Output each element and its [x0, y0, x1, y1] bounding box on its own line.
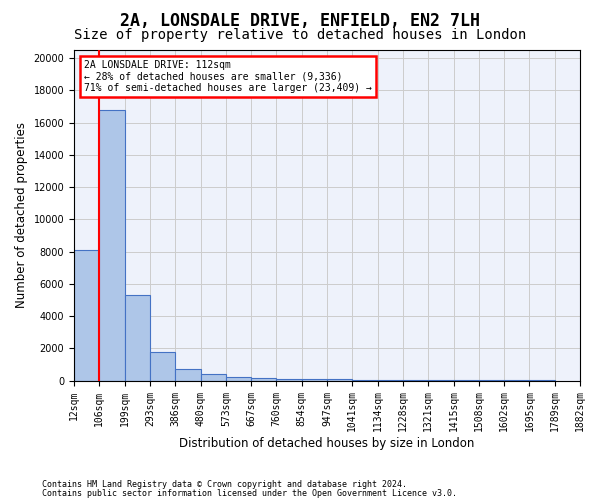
- Bar: [251, 378, 277, 380]
- X-axis label: Distribution of detached houses by size in London: Distribution of detached houses by size …: [179, 437, 475, 450]
- Text: Size of property relative to detached houses in London: Size of property relative to detached ho…: [74, 28, 526, 42]
- Bar: [125, 295, 150, 380]
- Bar: [150, 352, 175, 380]
- Text: Contains HM Land Registry data © Crown copyright and database right 2024.: Contains HM Land Registry data © Crown c…: [42, 480, 407, 489]
- Bar: [175, 370, 200, 380]
- Text: Contains public sector information licensed under the Open Government Licence v3: Contains public sector information licen…: [42, 489, 457, 498]
- Bar: [226, 376, 251, 380]
- Text: 2A, LONSDALE DRIVE, ENFIELD, EN2 7LH: 2A, LONSDALE DRIVE, ENFIELD, EN2 7LH: [120, 12, 480, 30]
- Y-axis label: Number of detached properties: Number of detached properties: [15, 122, 28, 308]
- Bar: [200, 374, 226, 380]
- Bar: [100, 110, 125, 380]
- Bar: [277, 379, 302, 380]
- Text: 2A LONSDALE DRIVE: 112sqm
← 28% of detached houses are smaller (9,336)
71% of se: 2A LONSDALE DRIVE: 112sqm ← 28% of detac…: [84, 60, 372, 93]
- Bar: [74, 250, 100, 380]
